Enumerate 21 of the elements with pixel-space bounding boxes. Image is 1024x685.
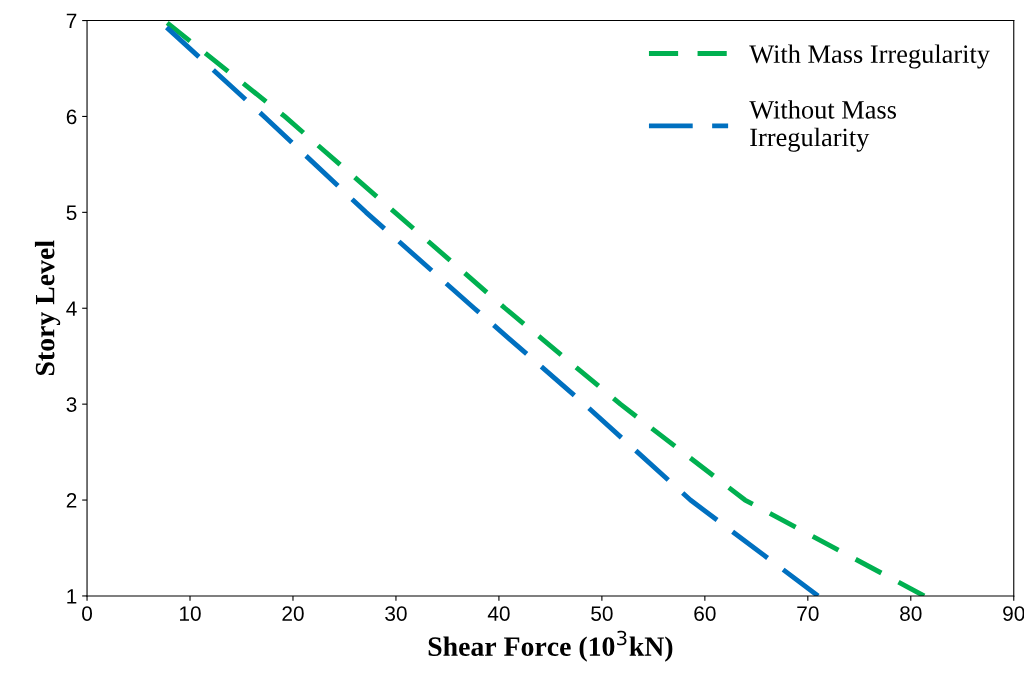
y-tick-label: 6 — [66, 109, 77, 125]
legend-label: With Mass Irregularity — [749, 44, 990, 69]
x-tick-label: 40 — [487, 606, 510, 621]
y-tick-label: 7 — [66, 13, 77, 29]
y-tick-label: 1 — [67, 589, 77, 604]
x-axis-title: Shear Force (10$^{3}$kN) — [428, 630, 673, 662]
x-tick-label: 90 — [1003, 606, 1024, 621]
x-tick-label: 0 — [82, 606, 93, 621]
x-tick-label: 30 — [385, 606, 407, 621]
x-tick-label: 70 — [797, 606, 819, 621]
x-tick-label: 10 — [180, 606, 201, 621]
y-tick-label: 4 — [66, 301, 77, 316]
x-tick-label: 50 — [591, 606, 613, 621]
x-tick-label: 60 — [694, 606, 716, 621]
y-tick-label: 2 — [66, 493, 77, 508]
y-tick-label: 5 — [66, 205, 77, 221]
y-tick-label: 3 — [66, 397, 77, 412]
y-axis-title: Story Level — [34, 240, 61, 376]
x-tick-label: 20 — [282, 606, 304, 621]
legend-label: Without Mass Irregularity — [749, 100, 897, 152]
x-tick-label: 80 — [900, 606, 922, 621]
